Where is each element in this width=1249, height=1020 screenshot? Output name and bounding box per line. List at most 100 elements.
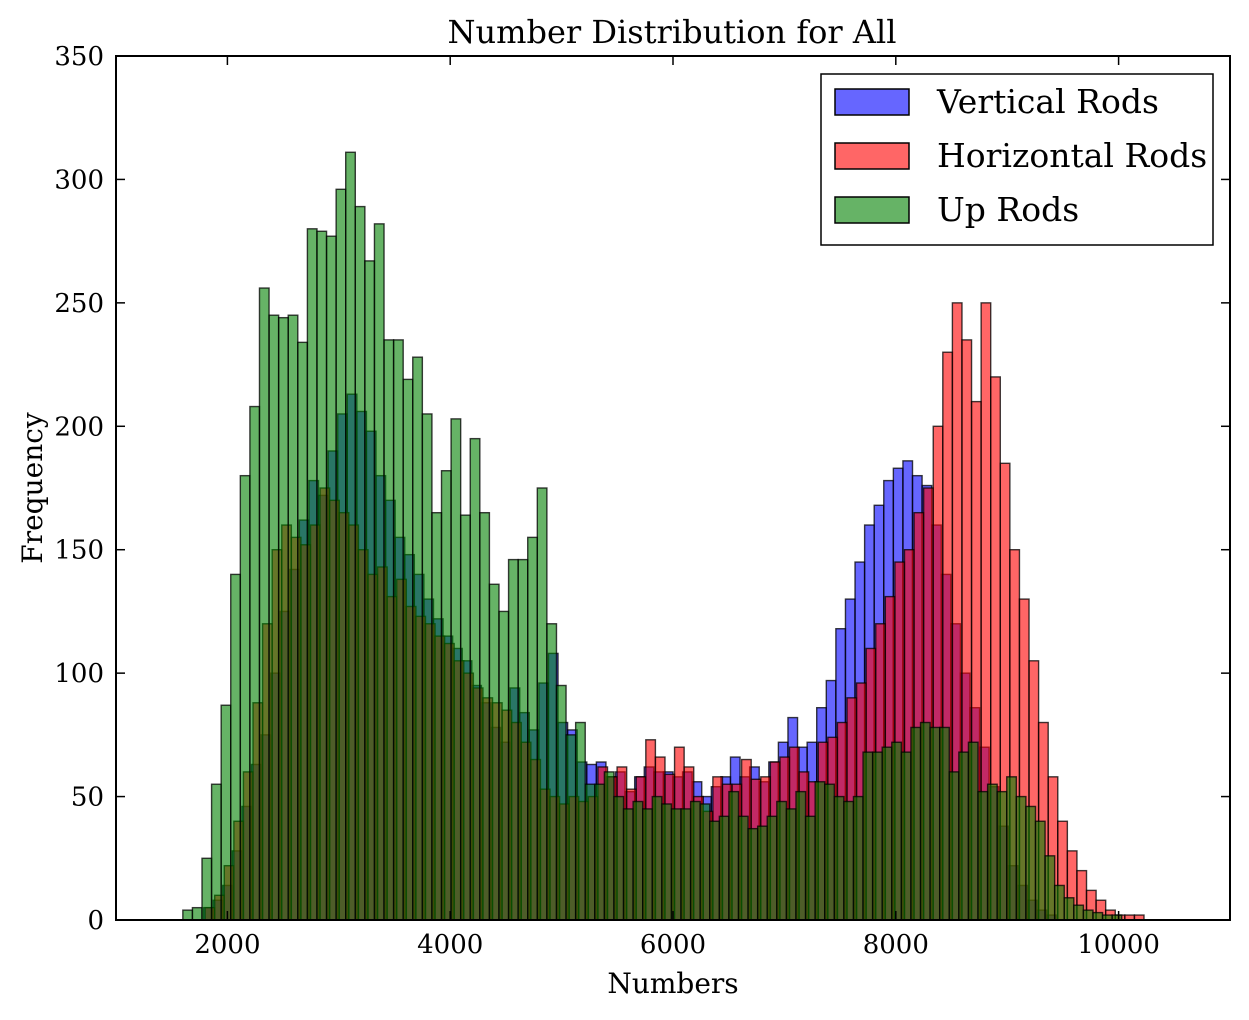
- ticks-layer: 2000 4000 6000 8000 10000 0 50 100 150 200 250 300 3…: [54, 42, 1230, 960]
- series-3-bar: [594, 783, 606, 921]
- series-3-bar: [268, 314, 280, 921]
- legend-label: Horizontal Rods: [937, 136, 1207, 175]
- series-3-bar: [919, 721, 931, 921]
- series-3-bar: [287, 314, 299, 921]
- series-3-bar: [1044, 855, 1056, 921]
- series-3-bar: [900, 751, 912, 921]
- series-3-bar: [431, 511, 443, 921]
- series-3-bar: [258, 287, 270, 921]
- series-3-bar: [239, 474, 251, 921]
- series-3-bar: [795, 790, 807, 921]
- series-3-bar: [450, 418, 462, 921]
- series-3-bar: [804, 815, 816, 921]
- series-3-bar: [210, 783, 222, 921]
- series-3-bar: [613, 795, 625, 921]
- series-3-bar: [661, 803, 673, 921]
- series-3-bar: [699, 803, 711, 921]
- series-3-bar: [728, 790, 740, 921]
- legend-label: Vertical Rods: [936, 82, 1159, 121]
- series-3-bar: [852, 795, 864, 921]
- series-3-bar: [891, 741, 903, 921]
- series-3-bar: [230, 573, 242, 921]
- legend-swatch: [834, 88, 910, 116]
- series-3-bar: [642, 808, 653, 921]
- series-3-bar: [574, 721, 586, 921]
- y-tick-label: 50: [71, 783, 104, 813]
- series-3-bar: [986, 783, 998, 921]
- series-3-bar: [459, 514, 471, 921]
- series-3-bar: [929, 726, 941, 921]
- series-3-bar: [469, 437, 481, 921]
- series-3-bar: [881, 746, 893, 921]
- series-3-bar: [316, 230, 328, 921]
- y-tick-label: 350: [54, 42, 104, 72]
- y-axis-title: Frequency: [16, 412, 49, 564]
- series-3-bar: [1015, 795, 1027, 921]
- chart-title: Number Distribution for All: [448, 13, 897, 51]
- legend: Vertical Rods Horizontal Rods Up Rods: [820, 73, 1214, 246]
- legend-swatch: [834, 142, 910, 170]
- legend-swatch: [834, 196, 910, 224]
- series-3-bar: [1063, 897, 1075, 921]
- series-3-bar: [996, 790, 1008, 921]
- y-tick-label: 100: [54, 659, 104, 689]
- series-3-bar: [862, 751, 874, 921]
- legend-item: Vertical Rods: [834, 82, 1159, 121]
- bars-layer: [182, 151, 1145, 921]
- series-3-bar: [718, 815, 730, 921]
- series-3-bar: [536, 487, 548, 921]
- series-3-bar: [527, 536, 539, 921]
- series-3-bar: [1073, 904, 1085, 921]
- series-3-bar: [555, 684, 567, 921]
- series-3-bar: [824, 783, 836, 921]
- series-3-bar: [737, 815, 749, 921]
- series-3-bar: [833, 795, 845, 921]
- series-3-bar: [747, 827, 759, 921]
- legend-label: Up Rods: [937, 190, 1079, 229]
- series-3-bar: [910, 726, 922, 921]
- y-tick-label: 300: [54, 165, 104, 195]
- series-3-bar: [546, 623, 558, 921]
- series-3-bar: [402, 378, 414, 921]
- y-tick-label: 200: [54, 412, 104, 442]
- series-3-bar: [383, 339, 395, 921]
- series-3-bar: [297, 341, 309, 921]
- series-3-bar: [632, 800, 644, 921]
- series-3-bar: [201, 857, 213, 921]
- y-tick-label: 150: [54, 536, 104, 566]
- series-3-bar: [220, 704, 232, 921]
- series-3-bar: [498, 610, 510, 921]
- series-3-bar: [709, 820, 721, 921]
- y-tick-label: 250: [54, 289, 104, 319]
- series-3-bar: [622, 808, 634, 921]
- series-3-bar: [1082, 909, 1094, 921]
- series-3-bar: [517, 558, 529, 921]
- series-3-bar: [335, 188, 347, 921]
- series-3-bar: [756, 825, 768, 921]
- series-3-bar: [871, 751, 883, 921]
- series-3-bar: [306, 228, 318, 921]
- series-3-bar: [565, 734, 577, 921]
- series-3-bar: [412, 356, 424, 921]
- series-3-bar: [584, 783, 596, 921]
- series-3-bar: [938, 726, 950, 921]
- series-3-bar: [325, 235, 337, 921]
- series-3-bar: [1092, 911, 1104, 921]
- series-3-bar: [507, 558, 519, 921]
- series-3-bar: [421, 413, 433, 921]
- series-3-bar: [766, 815, 778, 921]
- series-3-bar: [651, 795, 663, 921]
- series-3-bar: [948, 771, 960, 921]
- series-3-bar: [373, 223, 385, 921]
- legend-item: Up Rods: [834, 190, 1079, 229]
- series-3-bar: [249, 405, 261, 921]
- series-3-bar: [345, 151, 356, 921]
- series-3-bar: [488, 583, 500, 921]
- series-3-bar: [1025, 805, 1037, 921]
- series-3-bar: [364, 260, 376, 921]
- series-3-bar: [1034, 820, 1046, 921]
- series-3-bar: [354, 205, 366, 921]
- x-axis-title: Numbers: [607, 967, 738, 1000]
